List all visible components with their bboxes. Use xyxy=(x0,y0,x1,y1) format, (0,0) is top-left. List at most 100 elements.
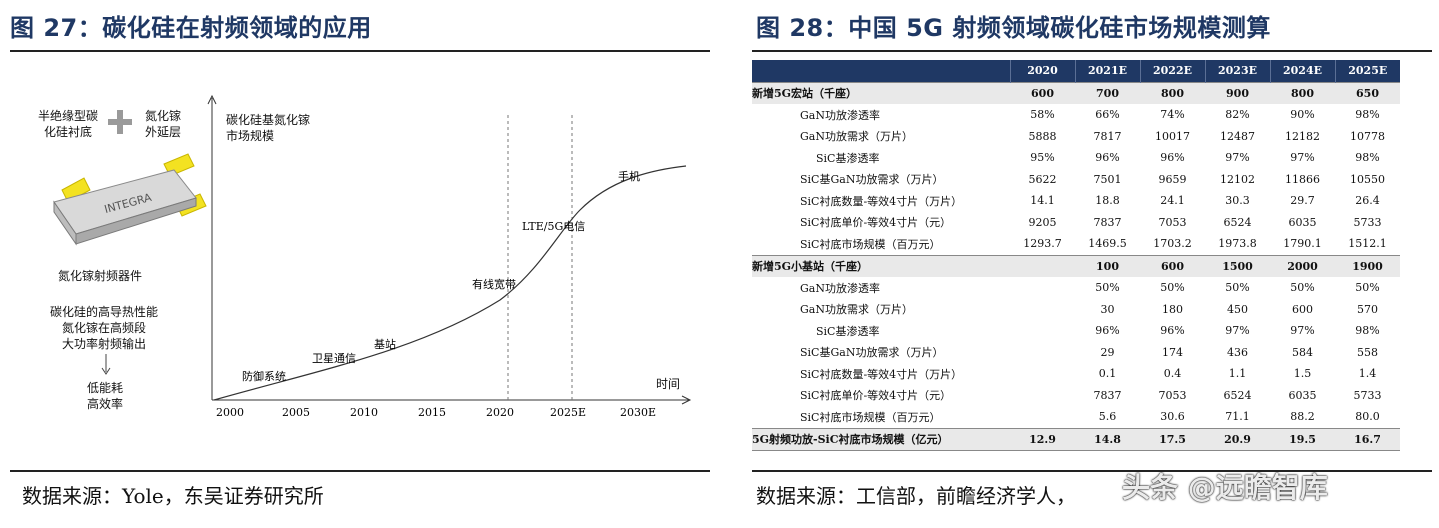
table-cell: 98% xyxy=(1355,108,1380,122)
row-label: SiC基GaN功放需求（万片） xyxy=(800,346,944,360)
market-curve xyxy=(213,165,687,401)
figure-28-title: 图 28：中国 5G 射频领域碳化硅市场规模测算 xyxy=(756,14,1271,42)
watermark: 头条 @远瞻智库 xyxy=(1122,471,1328,504)
table-cell: 1512.1 xyxy=(1348,237,1387,251)
table-cell: 97% xyxy=(1225,151,1250,165)
table-cell: 7053 xyxy=(1158,215,1187,229)
row-label: GaN功放需求（万片） xyxy=(800,130,913,144)
x-tick-label: 2000 xyxy=(216,406,244,419)
table-cell: 97% xyxy=(1290,324,1315,338)
table-cell: 600 xyxy=(1010,81,1075,104)
y-axis-title-line1: 碳化硅基氮化镓 xyxy=(226,113,311,127)
column-header: 2025E xyxy=(1334,60,1400,82)
table-cell: 24.1 xyxy=(1160,194,1185,208)
table-row: 5G射频功放-SiC衬底市场规模（亿元） 12.9 14.8 17.5 20.9 19.5… xyxy=(752,427,1400,451)
table-cell: 700 xyxy=(1075,81,1140,104)
table-cell: 90% xyxy=(1290,108,1315,122)
table-cell: 20.9 xyxy=(1205,427,1270,451)
result-label: 低能耗 高效率 xyxy=(70,380,140,412)
table-cell: 95% xyxy=(1030,151,1055,165)
result-line1: 低能耗 xyxy=(86,381,123,395)
table-row: SiC衬底单价-等效4寸片（元） 9205 7837 7053 6524 6035 5733 xyxy=(752,212,1400,234)
table-row: SiC衬底市场规模（百万元） 5.6 30.6 71.1 88.2 80.0 xyxy=(752,406,1400,428)
table-cell: 11866 xyxy=(1285,172,1320,186)
table-cell xyxy=(1010,299,1075,321)
table-cell: 97% xyxy=(1290,151,1315,165)
x-axis-title: 时间 xyxy=(656,377,681,391)
table-cell: 71.1 xyxy=(1225,410,1250,424)
table-cell: 1973.8 xyxy=(1218,237,1257,251)
row-label: 5G射频功放-SiC衬底市场规模（亿元） xyxy=(752,427,1010,451)
device-label: 氮化镓射频器件 xyxy=(57,269,142,283)
table-cell: 98% xyxy=(1355,151,1380,165)
table-cell: 6524 xyxy=(1223,388,1252,402)
y-axis-title-line2: 市场规模 xyxy=(226,129,275,143)
column-header: 2024E xyxy=(1269,60,1335,82)
stage-label: 手机 xyxy=(618,169,640,183)
title-rule xyxy=(10,50,710,52)
table-cell: 30.6 xyxy=(1160,410,1185,424)
table-cell: 50% xyxy=(1095,281,1120,295)
table-cell: 98% xyxy=(1355,324,1380,338)
table-cell: 1.1 xyxy=(1228,367,1247,381)
table-cell: 0.1 xyxy=(1098,367,1117,381)
table-cell: 30 xyxy=(1100,302,1115,316)
table-cell: 2000 xyxy=(1270,254,1335,277)
table-cell: 6524 xyxy=(1223,215,1252,229)
table-row: GaN功放需求（万片） 30 180 450 600 570 xyxy=(752,299,1400,321)
table-row: SiC衬底数量-等效4寸片（万片） 14.1 18.8 24.1 30.3 29.7 26.… xyxy=(752,190,1400,212)
table-cell: 5733 xyxy=(1353,388,1382,402)
table-row: 新增5G小基站（千座） 100 600 1500 2000 1900 xyxy=(752,254,1400,277)
table-cell: 7053 xyxy=(1158,388,1187,402)
plus-icon xyxy=(108,110,132,134)
column-header: 2021E xyxy=(1074,60,1140,82)
row-label: SiC基渗透率 xyxy=(816,151,880,165)
substrate-label-line1: 半绝缘型碳 xyxy=(37,109,98,123)
table-row: SiC基渗透率 95% 96% 96% 97% 97% 98% xyxy=(752,147,1400,169)
table-row: SiC衬底市场规模（百万元） 1293.7 1469.5 1703.2 1973.8 17… xyxy=(752,233,1400,255)
x-tick-label: 2020 xyxy=(486,406,514,419)
table-cell: 12.9 xyxy=(1010,427,1075,451)
figure-27-title: 图 27：碳化硅在射频领域的应用 xyxy=(10,14,372,42)
table-cell: 1790.1 xyxy=(1283,237,1322,251)
table-cell: 74% xyxy=(1160,108,1185,122)
table-cell: 14.8 xyxy=(1075,427,1140,451)
row-label: SiC衬底单价-等效4寸片（元） xyxy=(800,389,952,403)
table-row: SiC衬底单价-等效4寸片（元） 7837 7053 6524 6035 5733 xyxy=(752,385,1400,407)
table-cell: 5622 xyxy=(1028,172,1057,186)
table-cell xyxy=(1010,320,1075,342)
table-cell: 5733 xyxy=(1353,215,1382,229)
market-trend-chart: 2000 2005 2010 2015 2020 2025E 2030E 防御系统 卫星通信 基… xyxy=(207,94,692,419)
epi-label-line2: 外延层 xyxy=(144,125,181,139)
row-label: SiC衬底市场规模（百万元） xyxy=(800,410,941,424)
table-cell: 5888 xyxy=(1028,129,1057,143)
column-header: 2023E xyxy=(1204,60,1270,82)
table-cell: 5.6 xyxy=(1098,410,1117,424)
table-cell: 17.5 xyxy=(1140,427,1205,451)
table-cell: 50% xyxy=(1225,281,1250,295)
table-cell: 18.8 xyxy=(1095,194,1120,208)
row-label: GaN功放渗透率 xyxy=(800,281,880,295)
stage-label: 卫星通信 xyxy=(312,352,356,365)
table-cell: 82% xyxy=(1225,108,1250,122)
table-row: SiC基渗透率 96% 96% 97% 97% 98% xyxy=(752,320,1400,342)
benefit-line3: 大功率射频输出 xyxy=(61,337,146,351)
table-cell: 450 xyxy=(1227,302,1248,316)
table-cell: 1500 xyxy=(1205,254,1270,277)
row-label: SiC衬底数量-等效4寸片（万片） xyxy=(800,367,963,381)
table-cell xyxy=(1010,342,1075,364)
row-label: SiC衬底数量-等效4寸片（万片） xyxy=(800,194,963,208)
x-tick-label: 2010 xyxy=(350,406,378,419)
table-cell: 584 xyxy=(1292,345,1313,359)
stage-label: 有线宽带 xyxy=(472,277,516,291)
table-row: 新增5G宏站（千座） 600 700 800 900 800 650 xyxy=(752,81,1400,104)
epi-label-line1: 氮化镓 xyxy=(144,109,181,123)
substrate-label-line2: 化硅衬底 xyxy=(43,125,92,139)
table-cell: 96% xyxy=(1160,324,1185,338)
table-row: SiC基GaN功放需求（万片） 5622 7501 9659 12102 11866 105… xyxy=(752,169,1400,191)
table-row: GaN功放渗透率 50% 50% 50% 50% 50% xyxy=(752,277,1400,299)
figure-27-source: 数据来源：Yole，东吴证券研究所 xyxy=(22,484,324,508)
table-cell: 180 xyxy=(1162,302,1183,316)
column-header: 2020 xyxy=(1009,60,1075,82)
table-cell: 80.0 xyxy=(1355,410,1380,424)
